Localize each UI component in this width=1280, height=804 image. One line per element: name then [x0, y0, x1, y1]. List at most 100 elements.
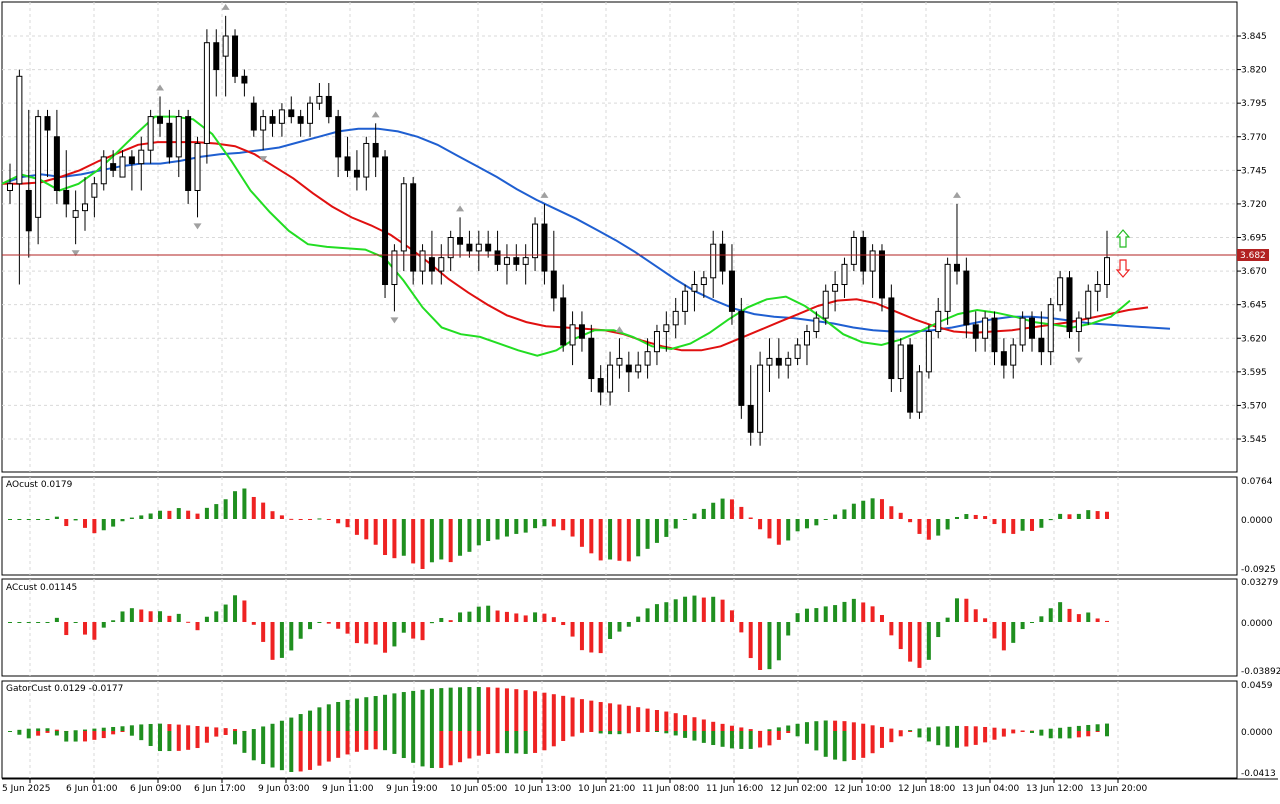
- candle: [588, 324, 595, 392]
- candle: [897, 338, 904, 392]
- gator-upper-bar: [842, 721, 847, 731]
- price-tick-label: 3.620: [1241, 334, 1267, 344]
- ao-bars-bar: [120, 519, 125, 522]
- candle: [138, 136, 145, 191]
- ac-bars-bar: [1011, 622, 1016, 643]
- gator-lower-bar: [186, 731, 191, 750]
- gator-panel-title: GatorCust 0.0129 -0.0177: [6, 684, 123, 694]
- ao-bars-bar: [823, 519, 828, 520]
- gator-lower-bar: [945, 731, 950, 747]
- gator-upper-bar: [83, 729, 88, 731]
- gator-lower-bar: [551, 731, 556, 747]
- gator-upper-bar: [345, 699, 350, 731]
- gator-upper-bar: [861, 723, 866, 731]
- gator-upper-bar: [926, 727, 931, 731]
- ac-panel-title: ACcust 0.01145: [6, 583, 77, 593]
- ac-bars-bar: [129, 608, 134, 622]
- candle: [775, 338, 782, 379]
- ao-bars-bar: [720, 498, 725, 519]
- gator-lower-bar: [373, 731, 378, 750]
- gator-upper-bar: [458, 687, 463, 731]
- candle: [972, 311, 979, 352]
- bull-candle-body: [710, 243, 717, 279]
- gator-lower-bar: [842, 731, 847, 762]
- gator-lower-bar: [514, 731, 519, 754]
- gator-lower-bar: [270, 731, 275, 768]
- bear-candle-body: [110, 163, 117, 171]
- bull-candle-body: [1094, 284, 1101, 292]
- candle: [63, 150, 70, 218]
- ao-bars-bar: [336, 519, 341, 524]
- ac-bars-bar: [1076, 614, 1081, 622]
- fractal-up-marker: [952, 191, 961, 198]
- gator-lower-bar: [823, 731, 828, 757]
- fractal-down-marker: [259, 156, 268, 163]
- candle: [832, 271, 839, 312]
- ao-bars-bar: [683, 519, 688, 520]
- gator-upper-bar: [889, 728, 894, 731]
- arrow-down-icon: [1115, 259, 1131, 278]
- ao-bars-bar: [908, 519, 913, 523]
- ac-bars-bar: [195, 622, 200, 631]
- ao-bars-bar: [317, 518, 322, 520]
- price-tick-label: 3.645: [1241, 301, 1267, 311]
- gator-lower-bar: [936, 731, 941, 746]
- fractal-up-marker: [221, 3, 230, 10]
- ao-bars-bar: [129, 517, 134, 519]
- ao-bars-bar: [495, 519, 500, 540]
- bear-candle-body: [775, 357, 782, 366]
- ac-bars-bar: [364, 622, 369, 644]
- bear-candle-body: [269, 116, 276, 124]
- gator-upper-bar: [467, 687, 472, 731]
- gator-upper-bar: [336, 701, 341, 731]
- gator-upper-bar: [795, 723, 800, 731]
- candle: [1010, 338, 1017, 379]
- gator-upper-bar: [26, 728, 31, 731]
- gator-lower-bar: [420, 731, 425, 767]
- ao-bars-bar: [551, 519, 556, 527]
- ac-bars-bar: [720, 599, 725, 622]
- bull-candle-body: [803, 331, 810, 346]
- fractal-up-marker: [540, 191, 549, 198]
- gator-lower-bar: [204, 731, 209, 743]
- candle: [907, 338, 914, 419]
- candle: [916, 365, 923, 419]
- ac-bars-bar: [26, 622, 31, 623]
- candle: [963, 257, 970, 339]
- ac-bars-bar: [683, 596, 688, 622]
- gator-upper-bar: [167, 724, 172, 731]
- candle: [410, 177, 417, 285]
- bull-candle-body: [307, 102, 314, 124]
- bull-candle-body: [1019, 317, 1026, 346]
- gator-upper-bar: [233, 729, 238, 731]
- ac-bars-bar: [1086, 612, 1091, 622]
- gator-upper-bar: [45, 728, 50, 731]
- ac-bars-bar: [523, 615, 528, 622]
- candle: [475, 230, 482, 272]
- candle: [213, 29, 220, 97]
- ac-bars-bar: [908, 622, 913, 662]
- bear-candle-body: [513, 257, 520, 265]
- bull-candle-body: [813, 317, 820, 333]
- bull-candle-body: [1047, 304, 1054, 353]
- bull-candle-body: [832, 284, 839, 292]
- gator-lower-bar: [411, 731, 416, 763]
- candle: [953, 203, 960, 285]
- fractal-down-marker: [390, 317, 399, 324]
- gator-lower-bar: [654, 731, 659, 732]
- ao-bars-bar: [570, 519, 575, 537]
- gator-lower-bar: [242, 731, 247, 753]
- ac-bars-bar: [401, 622, 406, 633]
- candle: [344, 136, 351, 178]
- gator-lower-bar: [608, 731, 613, 735]
- gator-lower-bar: [45, 731, 50, 733]
- ac-bars-bar: [420, 622, 425, 641]
- candle: [119, 150, 126, 178]
- gator-lower-bar: [148, 731, 153, 746]
- ac-bars-bar: [1039, 616, 1044, 622]
- gator-lower-bar: [326, 731, 331, 762]
- gator-upper-bar: [504, 688, 509, 731]
- price-tick-label: 3.795: [1241, 99, 1267, 109]
- gator-lower-bar: [589, 731, 594, 732]
